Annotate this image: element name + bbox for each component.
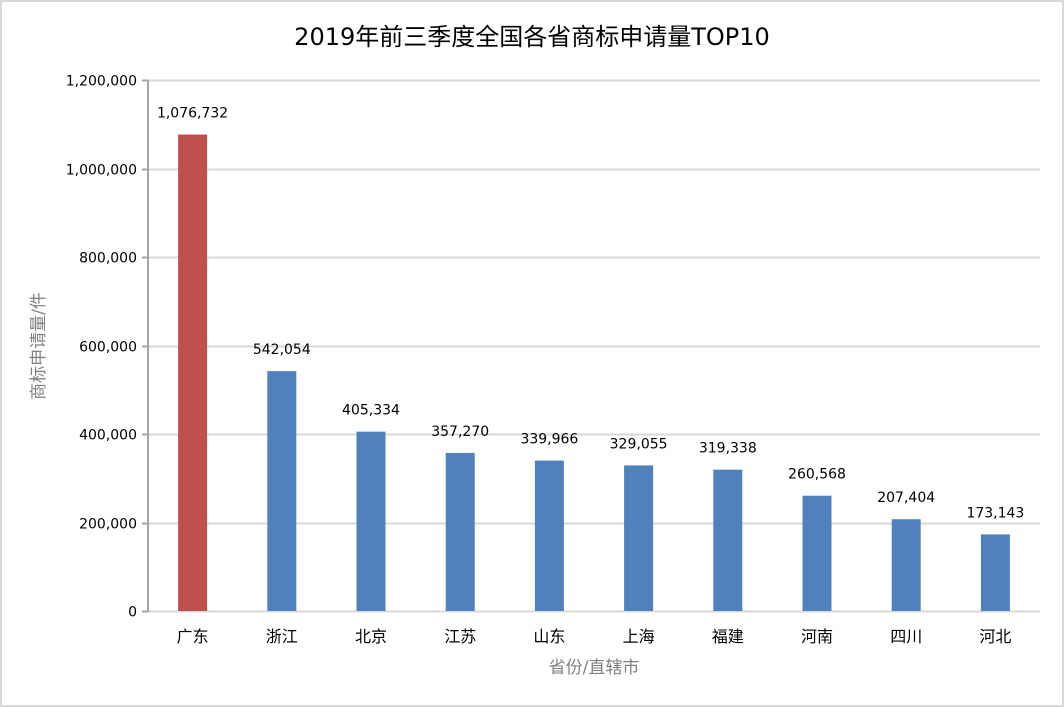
data-label: 405,334 [342, 403, 400, 419]
y-tick-label: 400,000 [79, 428, 137, 444]
x-category-label: 上海 [623, 627, 655, 646]
x-category-label: 浙江 [266, 627, 298, 646]
y-tick-label: 1,200,000 [66, 74, 137, 90]
x-axis-title: 省份/直辖市 [549, 658, 640, 678]
data-label: 329,055 [610, 436, 668, 452]
y-axis-title: 商标申请量/件 [29, 292, 49, 400]
bar-广东 [178, 134, 208, 612]
data-label: 1,076,732 [157, 106, 228, 122]
chart-title: 2019年前三季度全国各省商标申请量TOP10 [294, 23, 770, 51]
bar-河北 [980, 534, 1010, 611]
bars [178, 134, 1010, 612]
bar-江苏 [445, 452, 475, 611]
data-label: 260,568 [788, 467, 846, 483]
y-tick-label: 0 [128, 605, 137, 621]
y-tick-label: 200,000 [79, 517, 137, 533]
x-category-label: 江苏 [444, 627, 476, 646]
bar-福建 [713, 469, 743, 611]
x-axis-categories: 广东 浙江 北京 江苏 山东 上海 福建 河南 四川 河北 [177, 627, 1012, 646]
bar-四川 [891, 519, 921, 611]
x-category-label: 福建 [712, 627, 744, 646]
y-tick-label: 1,000,000 [66, 163, 137, 179]
y-tick-label: 600,000 [79, 340, 137, 356]
bar-山东 [534, 460, 564, 611]
bar-河南 [802, 495, 832, 611]
y-tick-label: 800,000 [79, 251, 137, 267]
data-label: 339,966 [520, 432, 578, 448]
data-label: 207,404 [877, 490, 935, 506]
x-category-label: 广东 [177, 627, 209, 646]
data-labels: 1,076,732 542,054 405,334 357,270 339,966 329… [157, 106, 1024, 522]
y-axis-ticks: 0 200,000 400,000 600,000 800,000 1,000,000 1,… [66, 74, 148, 621]
bar-上海 [624, 465, 654, 611]
x-category-label: 河南 [801, 627, 833, 646]
x-category-label: 河北 [979, 627, 1011, 646]
x-category-label: 四川 [890, 627, 922, 646]
x-category-label: 山东 [533, 627, 565, 646]
data-label: 319,338 [699, 441, 757, 457]
data-label: 173,143 [966, 505, 1024, 521]
data-label: 357,270 [431, 424, 489, 440]
bar-北京 [356, 431, 386, 611]
data-label: 542,054 [253, 342, 311, 358]
gridlines [148, 79, 1040, 613]
bar-浙江 [267, 371, 297, 611]
x-category-label: 北京 [355, 627, 387, 646]
